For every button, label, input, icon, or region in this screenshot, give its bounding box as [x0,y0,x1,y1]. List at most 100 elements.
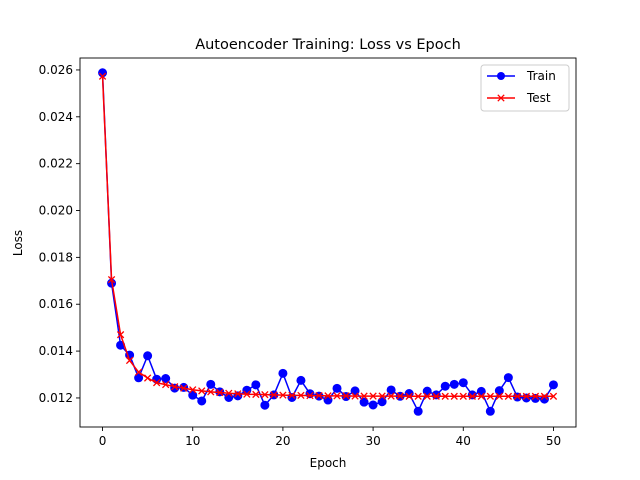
data-point-test [441,392,449,400]
data-point-test [549,392,558,400]
data-point-train [224,392,234,402]
legend-marker-train [497,72,505,80]
data-point-test [234,390,242,398]
data-point-test [378,392,386,400]
data-point-test [324,392,332,400]
data-point-test [522,392,531,400]
x-tick-label: 10 [185,434,200,448]
series-layer [98,68,558,416]
data-point-test [414,392,422,400]
data-point-test [152,379,161,387]
data-point-test [198,387,206,395]
data-point-train [143,351,153,361]
data-point-train [404,388,414,398]
legend-label-test: Test [526,91,551,105]
data-point-test [495,392,504,400]
data-point-test [180,384,188,392]
data-point-train [368,400,378,410]
x-tick-label: 0 [99,434,107,448]
x-tick-label: 20 [275,434,290,448]
data-point-test [297,391,305,400]
y-axis: 0.012 0.014 0.016 0.018 0.020 0.022 0.024 0.026 [39,63,80,405]
data-point-train [296,375,306,385]
data-point-train [386,385,396,395]
data-point-test [134,368,143,376]
data-point-train [539,394,549,404]
data-point-test [143,374,152,382]
y-tick-label: 0.014 [39,344,73,358]
data-point-train [521,393,531,403]
data-point-train [413,406,423,416]
data-point-test [116,331,125,339]
data-point-train [206,379,216,389]
data-point-test [207,388,215,396]
data-point-train [422,386,432,396]
data-point-train [458,378,468,388]
data-point-test [504,392,513,400]
data-point-test [513,392,522,400]
y-tick-label: 0.024 [39,110,73,124]
y-tick-label: 0.016 [39,297,73,311]
x-axis: 0 10 20 30 40 50 [99,427,561,448]
data-point-train [548,380,558,390]
data-point-train [350,386,360,396]
data-point-test [171,383,179,391]
data-point-test [468,392,476,400]
y-tick-label: 0.020 [39,204,73,218]
x-tick-label: 40 [456,434,471,448]
legend-box [480,64,570,112]
data-point-test [387,392,395,400]
x-tick-label: 50 [546,434,561,448]
y-tick-label: 0.026 [39,63,73,77]
data-point-train [431,390,441,400]
data-point-test [333,392,341,400]
legend-label-train: Train [526,69,556,83]
data-point-test [162,380,170,389]
series-test [98,72,558,400]
data-point-train [359,397,369,407]
data-point-test [531,392,540,400]
x-tick-label: 30 [365,434,380,448]
data-point-test [540,392,549,400]
data-point-test [98,72,107,80]
data-point-test [288,391,296,400]
data-point-train [260,400,270,410]
data-point-train [467,390,477,400]
data-point-test [189,386,197,394]
data-point-test [225,389,233,397]
chart-title: Autoencoder Training: Loss vs Epoch [195,37,461,53]
y-tick-label: 0.012 [39,391,73,405]
data-point-test [216,388,224,397]
data-point-test [423,392,431,400]
data-point-test [252,390,260,399]
x-axis-label: Epoch [310,456,347,470]
data-point-train [485,406,495,416]
data-point-train [494,386,504,396]
data-point-train [377,397,387,407]
data-point-train [134,373,144,383]
data-point-train [332,383,342,393]
data-point-test [360,392,368,400]
y-tick-label: 0.018 [39,250,73,264]
data-point-train [440,381,450,391]
data-point-test [486,392,494,400]
data-point-train [242,385,252,395]
data-point-train [251,380,261,390]
data-point-test [306,391,314,400]
data-point-test [450,392,458,400]
data-point-train [305,389,315,399]
data-point-test [315,391,323,400]
data-point-test [243,390,251,398]
legend-marker-test [497,94,505,102]
data-point-train [161,374,171,384]
data-point-train [476,386,486,396]
data-point-test [369,392,377,400]
data-point-test [270,391,278,399]
data-point-test [405,392,413,400]
data-point-test [351,392,359,400]
data-point-test [477,392,485,400]
data-point-test [342,392,350,400]
data-point-test [125,356,134,365]
y-tick-label: 0.022 [39,157,73,171]
